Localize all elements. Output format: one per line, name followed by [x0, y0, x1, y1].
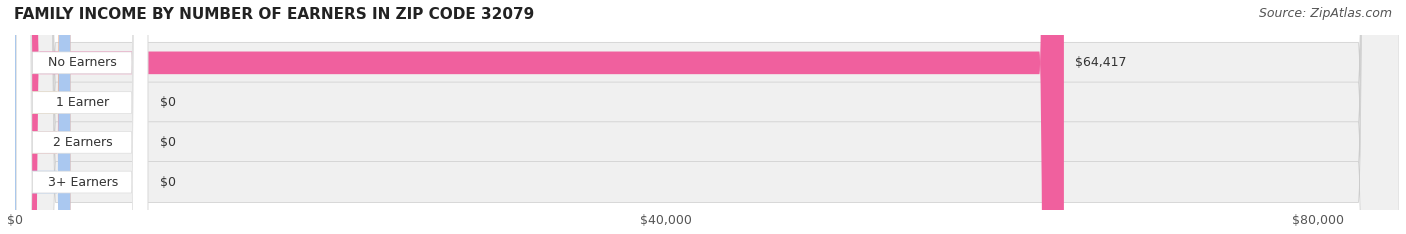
Text: No Earners: No Earners	[48, 56, 117, 69]
Text: FAMILY INCOME BY NUMBER OF EARNERS IN ZIP CODE 32079: FAMILY INCOME BY NUMBER OF EARNERS IN ZI…	[14, 7, 534, 22]
Text: 1 Earner: 1 Earner	[56, 96, 110, 109]
FancyBboxPatch shape	[15, 0, 1064, 234]
FancyBboxPatch shape	[17, 0, 148, 234]
FancyBboxPatch shape	[17, 0, 148, 234]
Text: $0: $0	[160, 96, 176, 109]
FancyBboxPatch shape	[15, 0, 70, 234]
FancyBboxPatch shape	[15, 0, 70, 234]
FancyBboxPatch shape	[17, 0, 148, 234]
Text: 2 Earners: 2 Earners	[53, 136, 112, 149]
FancyBboxPatch shape	[15, 0, 1399, 234]
Text: Source: ZipAtlas.com: Source: ZipAtlas.com	[1258, 7, 1392, 20]
FancyBboxPatch shape	[15, 0, 70, 234]
FancyBboxPatch shape	[15, 0, 1399, 234]
Text: $0: $0	[160, 176, 176, 189]
Text: $64,417: $64,417	[1076, 56, 1126, 69]
Text: $0: $0	[160, 136, 176, 149]
FancyBboxPatch shape	[17, 0, 148, 234]
FancyBboxPatch shape	[15, 0, 1399, 234]
Text: 3+ Earners: 3+ Earners	[48, 176, 118, 189]
FancyBboxPatch shape	[15, 0, 1399, 234]
